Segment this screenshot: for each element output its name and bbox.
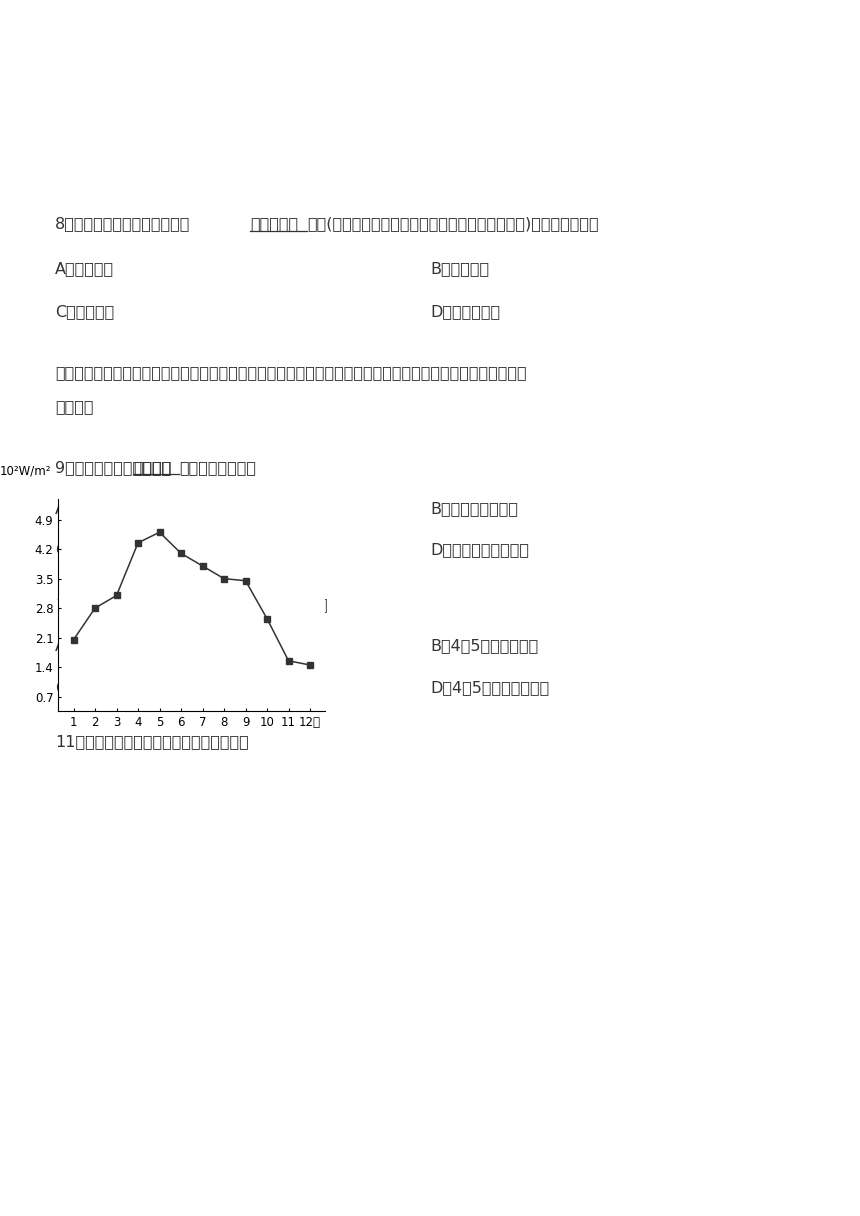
Text: B．4、5月份降水较少: B．4、5月份降水较少 <box>430 638 538 653</box>
Text: C．华北平原: C．华北平原 <box>55 304 114 319</box>
Text: 的主要原因是（）: 的主要原因是（） <box>179 460 256 474</box>
Text: 比夏季少: 比夏季少 <box>133 460 171 474</box>
Text: 9．北京冬季太阳直接辐射: 9．北京冬季太阳直接辐射 <box>55 460 171 474</box>
Text: C．4、5月份白昼最长: C．4、5月份白昼最长 <box>55 680 163 694</box>
Text: 10．北京4、5月份的直接辐射高于6、7月份，原因是（）: 10．北京4、5月份的直接辐射高于6、7月份，原因是（） <box>55 597 328 612</box>
Text: 太阳直接辐射是指太阳以平行光线的形式直接投射到地面上。下图是北京太阳直接辐射的年变化图，据此完成下: 太阳直接辐射是指太阳以平行光线的形式直接投射到地面上。下图是北京太阳直接辐射的年… <box>55 365 526 379</box>
Text: B．冬季多阴雨天气: B．冬季多阴雨天气 <box>430 501 518 516</box>
Text: D．冬季冰雪反射率高: D．冬季冰雪反射率高 <box>430 542 529 557</box>
Text: 8．如果只考虑纬度因素，我国: 8．如果只考虑纬度因素，我国 <box>55 216 190 231</box>
Text: A．冬季太阳高度较小，且白昼较短: A．冬季太阳高度较小，且白昼较短 <box>55 501 211 516</box>
Text: 11．下面能正确表示地球自转方向的是（）: 11．下面能正确表示地球自转方向的是（） <box>55 734 249 749</box>
Text: A．三江平原: A．三江平原 <box>55 261 114 276</box>
Text: D．珠江三角洲: D．珠江三角洲 <box>430 304 501 319</box>
Text: 下列各地生: 下列各地生 <box>250 216 298 231</box>
Text: B．江汉平原: B．江汉平原 <box>430 261 489 276</box>
Text: D．4、5月份多沙尘天气: D．4、5月份多沙尘天气 <box>430 680 550 694</box>
Text: C．夏季可受到太阳直射: C．夏季可受到太阳直射 <box>55 542 163 557</box>
Text: 10²W/m²: 10²W/m² <box>0 465 52 478</box>
Text: 列问题。: 列问题。 <box>55 399 94 413</box>
Text: 物量(某一时刻单位面积内实存生物的有机物质总量)最大的是（　）: 物量(某一时刻单位面积内实存生物的有机物质总量)最大的是（ ） <box>307 216 599 231</box>
Text: A．4、5月份太阳高度最大: A．4、5月份太阳高度最大 <box>55 638 182 653</box>
